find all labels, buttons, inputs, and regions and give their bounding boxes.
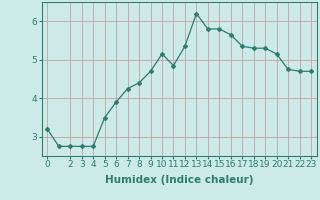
X-axis label: Humidex (Indice chaleur): Humidex (Indice chaleur) [105,175,253,185]
